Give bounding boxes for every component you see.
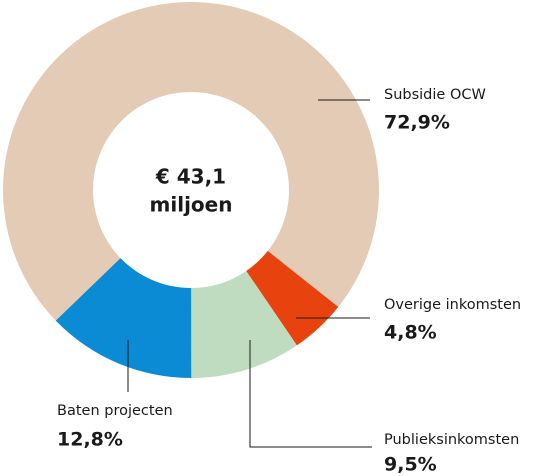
slice-name: Publieksinkomsten: [384, 432, 519, 448]
slice: [246, 250, 339, 346]
center-label: miljoen: [150, 193, 233, 217]
slice-value: 9,5%: [384, 454, 437, 476]
slice: [191, 270, 297, 378]
slice: [55, 258, 192, 378]
slice-value: 12,8%: [57, 429, 123, 451]
center-label: € 43,1: [155, 165, 226, 189]
slice-value: 72,9%: [384, 112, 450, 134]
leader-line: [249, 340, 372, 448]
slice-name: Overige inkomsten: [384, 297, 521, 313]
slice-name: Subsidie OCW: [384, 87, 486, 103]
slice-name: Baten projecten: [57, 403, 173, 419]
donut: [2, 1, 379, 378]
slice-value: 4,8%: [384, 322, 437, 344]
slice: [2, 1, 379, 321]
